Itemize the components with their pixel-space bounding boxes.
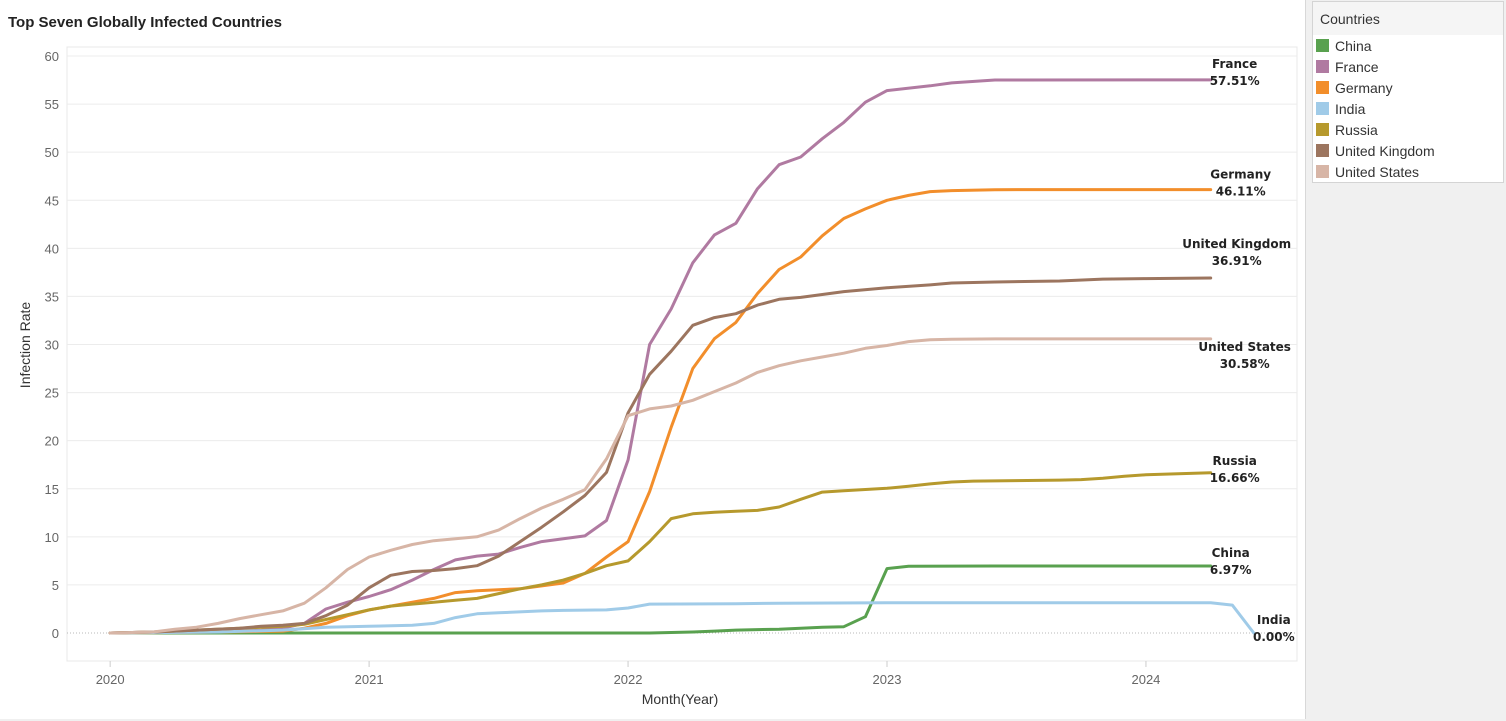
x-axis-title: Month(Year) [642,691,719,707]
end-label-value-germany: 46.11% [1216,185,1266,199]
end-label-name-india: India [1257,613,1291,627]
chart-title: Top Seven Globally Infected Countries [8,14,282,31]
x-tick-label: 2023 [873,672,902,687]
plot-frame [66,46,1298,662]
series-line-russia [108,471,1213,635]
legend-swatch [1316,81,1329,94]
y-tick-label: 20 [45,434,59,449]
legend-swatch [1316,102,1329,115]
end-label-name-germany: Germany [1210,168,1271,182]
legend-label: France [1335,58,1379,75]
series-line-china [108,564,1213,635]
y-tick-label: 30 [45,338,59,353]
end-label-name-united-states: United States [1198,340,1291,354]
y-tick-label: 10 [45,530,59,545]
end-label-value-united-states: 30.58% [1220,357,1270,371]
y-tick-label: 0 [52,626,59,641]
legend-item-russia[interactable]: Russia [1313,119,1503,140]
legend-swatch [1316,60,1329,73]
series-line-india [108,601,1256,635]
y-tick-label: 35 [45,289,59,304]
x-tick-label: 2021 [355,672,384,687]
x-tick-label: 2020 [96,672,125,687]
y-tick-label: 40 [45,241,59,256]
series-line-united-kingdom [108,276,1213,635]
series-line-france [108,78,1213,635]
legend: Countries China France Germany India Russia U… [1312,1,1504,183]
end-label-value-russia: 16.66% [1210,471,1260,485]
legend-item-united-kingdom[interactable]: United Kingdom [1313,140,1503,161]
series-line-united-states [108,337,1213,635]
end-label-name-france: France [1212,57,1257,71]
end-label-value-india: 0.00% [1253,630,1295,644]
legend-label: United States [1335,163,1420,180]
legend-swatch [1316,144,1329,157]
legend-label: China [1335,37,1372,54]
end-label-name-united-kingdom: United Kingdom [1182,237,1291,251]
chart-panel: Top Seven Globally Infected Countries 0 5… [0,0,1306,719]
legend-label: India [1335,100,1366,117]
end-label-name-russia: Russia [1213,454,1257,468]
line-chart: 0 5 10 15 20 25 30 35 40 45 50 55 60 2020 2021 2022 2023… [17,46,1298,707]
legend-label: United Kingdom [1335,142,1435,159]
legend-swatch [1316,39,1329,52]
legend-item-india[interactable]: India [1313,98,1503,119]
y-tick-label: 15 [45,482,59,497]
y-axis-title: Infection Rate [17,302,33,389]
y-tick-label: 55 [45,97,59,112]
legend-title: Countries [1313,2,1503,35]
legend-item-germany[interactable]: Germany [1313,77,1503,98]
legend-swatch [1316,165,1329,178]
y-tick-label: 5 [52,578,59,593]
y-tick-label: 60 [45,49,59,64]
end-label-value-france: 57.51% [1210,74,1260,88]
end-label-value-china: 6.97% [1210,563,1252,577]
x-tick-label: 2024 [1131,672,1160,687]
end-label-value-united-kingdom: 36.91% [1212,254,1262,268]
y-tick-label: 50 [45,145,59,160]
y-tick-label: 25 [45,386,59,401]
legend-items: China France Germany India Russia United King… [1313,35,1503,182]
legend-item-france[interactable]: France [1313,56,1503,77]
legend-label: Russia [1335,121,1378,138]
legend-label: Germany [1335,79,1393,96]
x-tick-label: 2022 [614,672,643,687]
legend-swatch [1316,123,1329,136]
legend-item-united-states[interactable]: United States [1313,161,1503,182]
y-tick-label: 45 [45,193,59,208]
legend-item-china[interactable]: China [1313,35,1503,56]
end-label-name-china: China [1212,546,1250,560]
